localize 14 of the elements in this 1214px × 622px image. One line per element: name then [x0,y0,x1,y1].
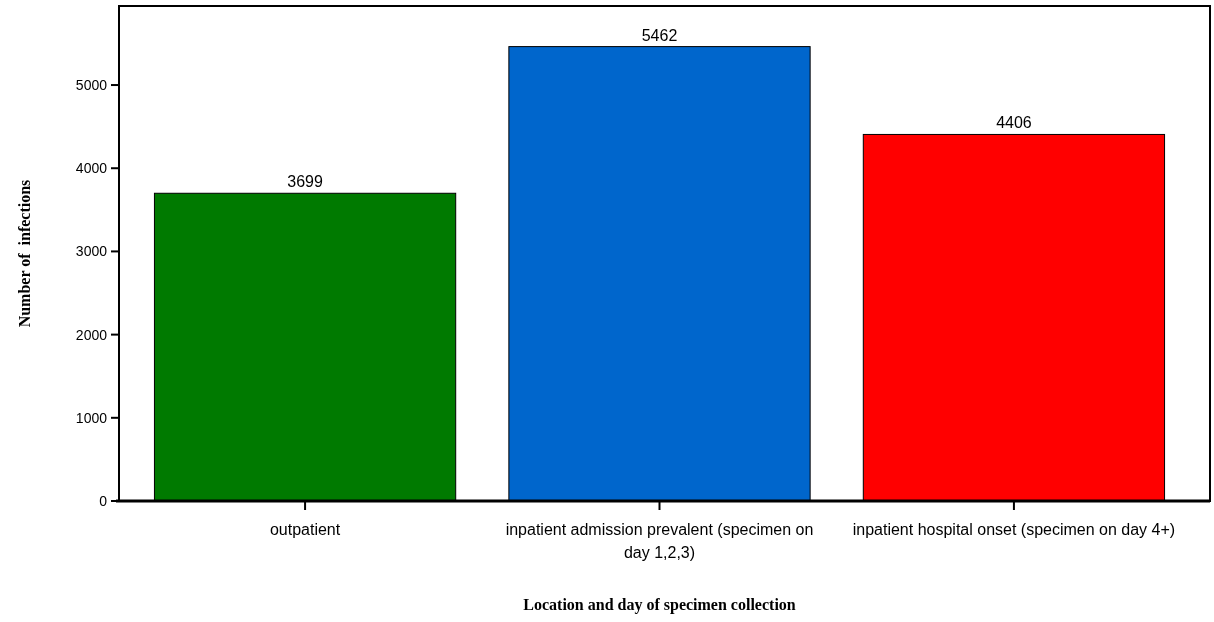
y-tick-label: 1000 [75,409,108,426]
y-tick-label: 3000 [75,243,108,260]
x-tick-label: outpatient [269,521,341,538]
x-tick-label: inpatient hospital onset (specimen on day 4+) [852,521,1176,538]
x-tick-label: inpatient admission prevalent (specimen on day 1,2,3) [505,521,814,561]
x-axis-title: Location and day of specimen collection [523,596,796,614]
y-tick-label: 4000 [75,160,108,177]
data-label: 3699 [287,173,323,191]
y-axis-title: Number of infections [16,179,33,328]
y-tick-label: 2000 [75,326,108,343]
y-tick-label: 0 [99,492,108,509]
y-tick-label: 5000 [75,76,108,93]
data-label: 4406 [996,114,1032,132]
data-label: 5462 [641,26,678,44]
